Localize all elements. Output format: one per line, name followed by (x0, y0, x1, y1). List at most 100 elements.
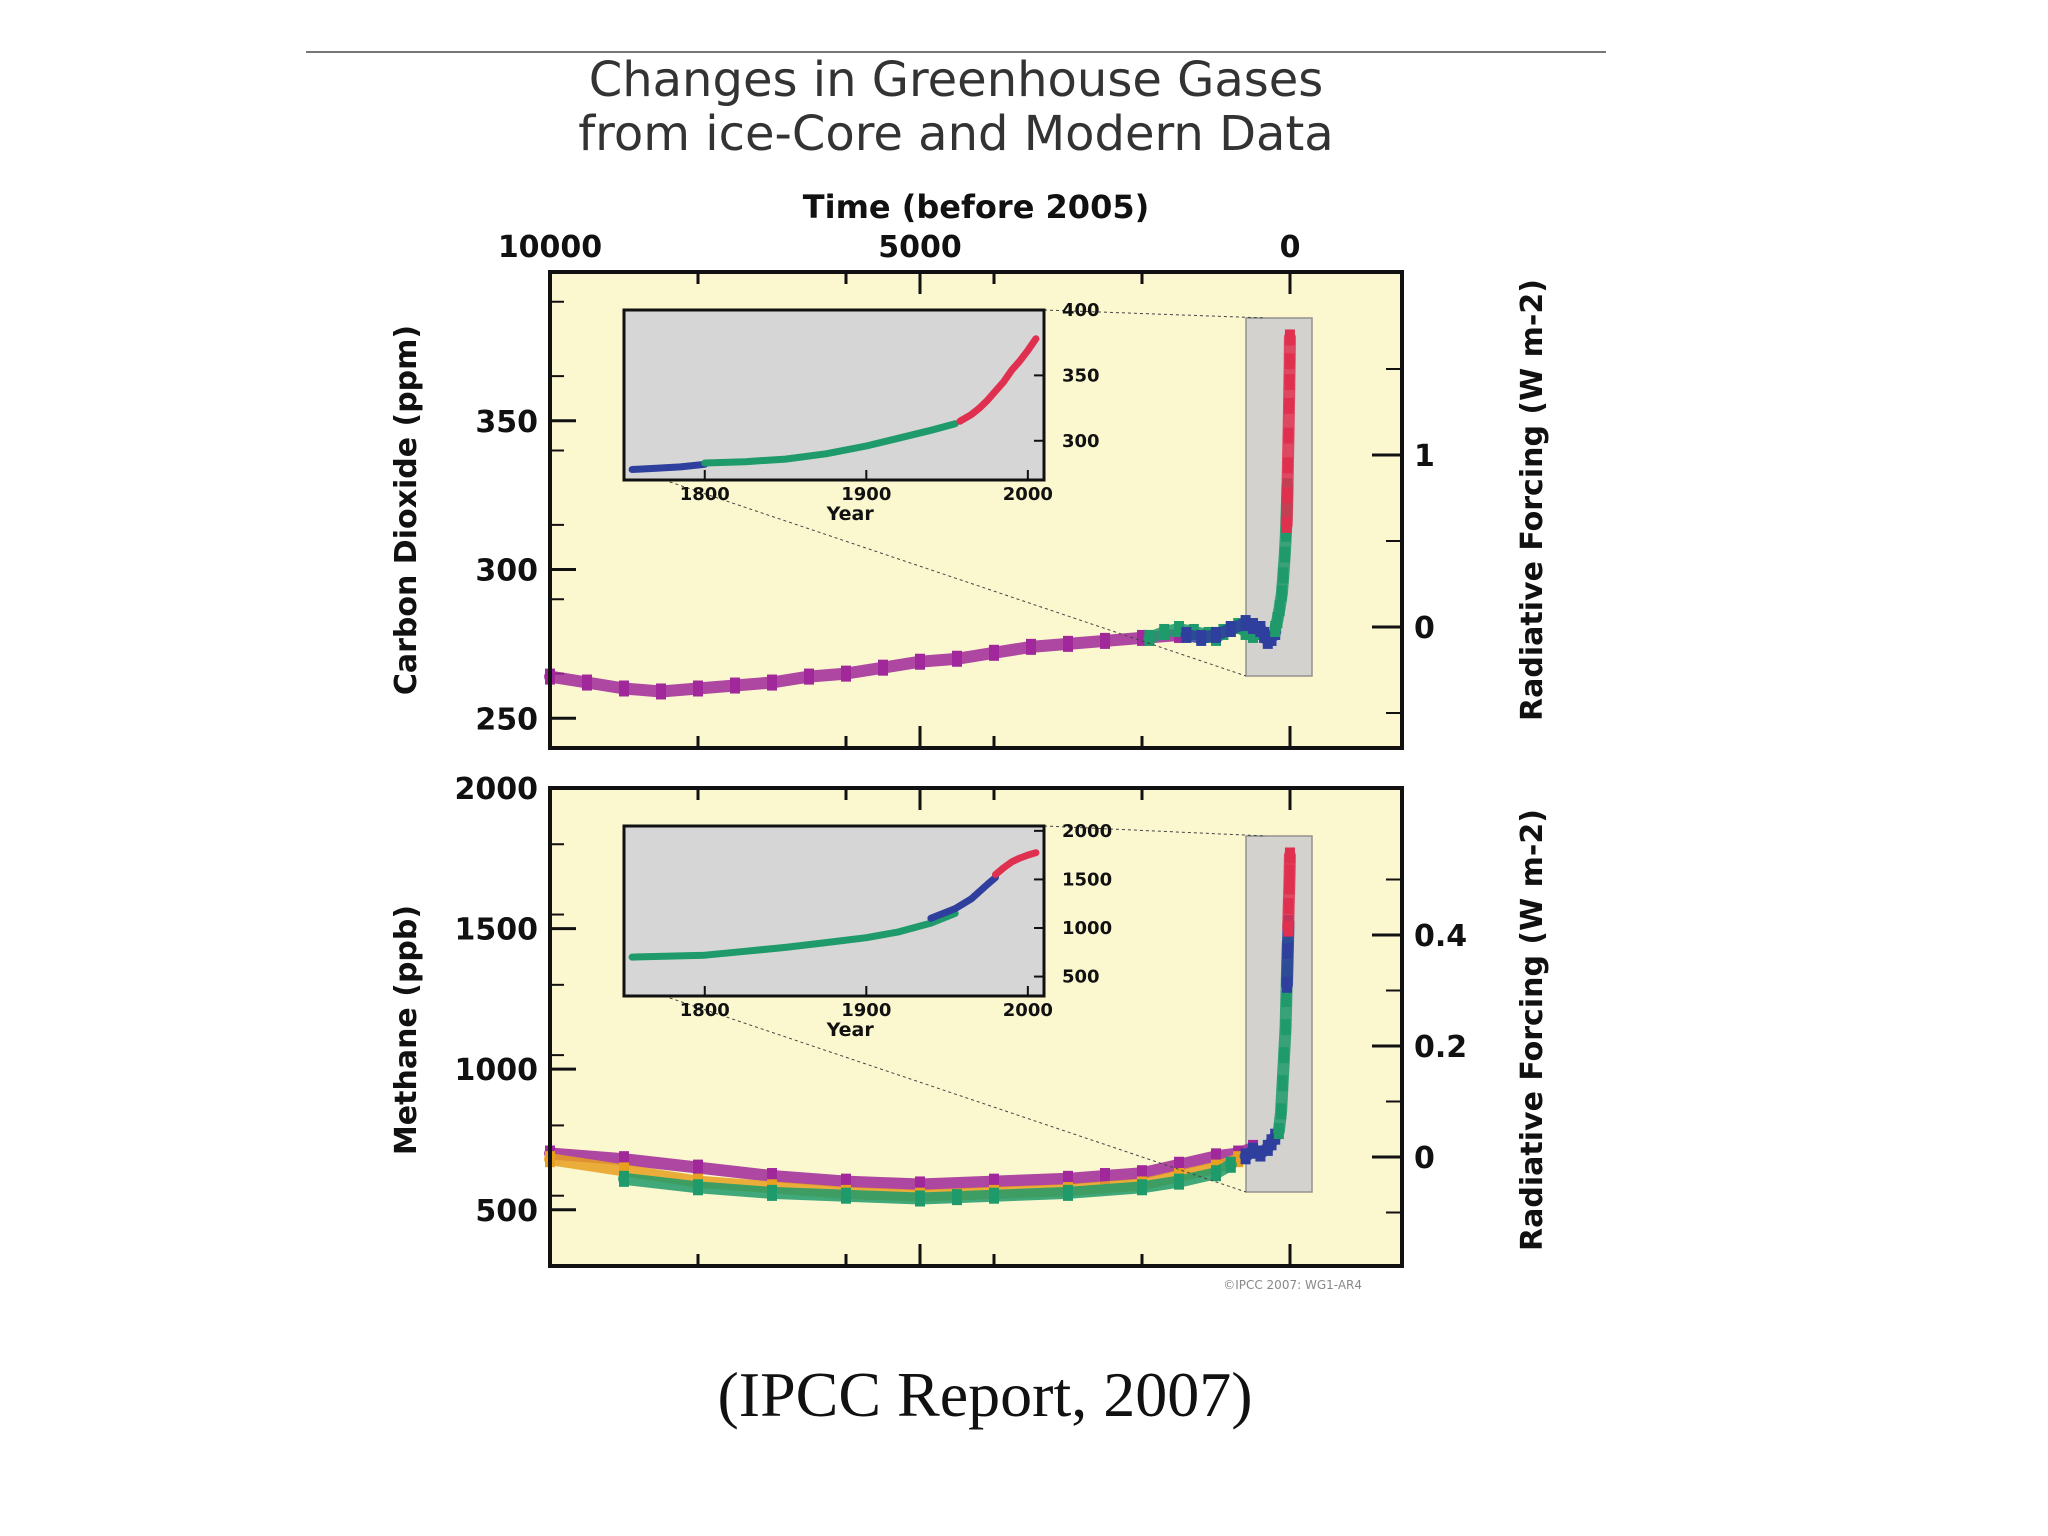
carbon-dioxide-top-tick-label: 10000 (498, 230, 602, 265)
methane-inset-y-tick-label: 2000 (1062, 821, 1112, 842)
carbon-dioxide-data-point (1284, 353, 1295, 370)
methane-y-tick-label: 1000 (455, 1053, 539, 1088)
carbon-dioxide-y-tick-label: 250 (475, 702, 538, 737)
carbon-dioxide-data-point (730, 677, 740, 694)
carbon-dioxide-data-point (1284, 374, 1295, 391)
carbon-dioxide-data-point (1240, 615, 1251, 632)
methane-inset-plot (622, 824, 1046, 998)
methane-y-tick-label: 1500 (455, 913, 539, 948)
carbon-dioxide-data-point (841, 665, 851, 682)
methane-inset-series-line (927, 874, 999, 922)
carbon-dioxide-data-point (989, 644, 999, 661)
carbon-dioxide-data-point (1248, 618, 1258, 635)
methane-data-point (693, 1159, 703, 1176)
methane-data-point (1137, 1179, 1147, 1196)
carbon-dioxide-data-point (767, 674, 777, 691)
methane-data-point (1284, 878, 1295, 895)
methane-data-point (1100, 1168, 1110, 1185)
carbon-dioxide-data-point (656, 683, 666, 700)
methane-data-point (1211, 1165, 1221, 1182)
carbon-dioxide-data-point (1063, 635, 1073, 652)
methane-data-point (1063, 1184, 1073, 1201)
carbon-dioxide-inset-series-line (956, 335, 1040, 425)
carbon-dioxide-inset-xlabel: Year (826, 503, 875, 525)
carbon-dioxide-data-point (1248, 626, 1258, 643)
methane-data-point (1225, 1156, 1236, 1173)
carbon-dioxide-data-point (1282, 487, 1293, 504)
methane-inset-xlabel: Year (826, 1019, 875, 1041)
methane-data-point (619, 1170, 629, 1187)
carbon-dioxide-data-point (1196, 629, 1207, 646)
methane-data-point (1282, 943, 1293, 960)
carbon-dioxide-inset-x-tick-label: 2000 (1003, 484, 1053, 505)
carbon-dioxide-data-point (1270, 621, 1281, 637)
carbon-dioxide-data-point (1274, 600, 1285, 617)
methane-data-point (1281, 990, 1292, 1007)
methane-data-point (841, 1187, 851, 1204)
carbon-dioxide-data-point (952, 650, 962, 667)
carbon-dioxide-top-tick-label: 0 (1280, 230, 1301, 265)
methane-data-point (693, 1179, 703, 1196)
methane-y-tick-label: 500 (475, 1194, 538, 1229)
carbon-dioxide-inset-series-line (628, 460, 709, 473)
methane-inset-connector (1043, 825, 1267, 837)
carbon-dioxide-inset-connector (663, 479, 1247, 677)
methane-data-point (1277, 1075, 1288, 1092)
methane-data-point (1211, 1148, 1221, 1165)
carbon-dioxide-data-point (1159, 623, 1170, 640)
methane-data-point (1273, 1123, 1284, 1140)
carbon-dioxide-inset-connector (1043, 309, 1267, 319)
methane-data-point (1282, 976, 1293, 993)
methane-data-point (1233, 1151, 1244, 1168)
methane-inset-y-tick-label: 1000 (1062, 918, 1112, 939)
methane-right-axis-label: Radiative Forcing (W m-2) (1515, 809, 1550, 1251)
methane-data-point (767, 1184, 777, 1201)
carbon-dioxide-data-point (878, 659, 888, 676)
methane-data-point (767, 1168, 777, 1185)
methane-data-point (1280, 1019, 1291, 1035)
methane-data-point (1279, 1047, 1290, 1064)
carbon-dioxide-data-point (1284, 329, 1295, 346)
carbon-dioxide-right-tick-label: 1 (1414, 439, 1435, 474)
carbon-dioxide-inset-series-line (701, 420, 959, 467)
carbon-dioxide-data-point (1272, 612, 1283, 629)
carbon-dioxide-inset-y-tick-label: 350 (1062, 365, 1100, 386)
carbon-dioxide-data-point (693, 680, 703, 697)
carbon-dioxide-y-axis-label: Carbon Dioxide (ppm) (389, 325, 424, 695)
carbon-dioxide-inset-x-tick-label: 1900 (841, 484, 891, 505)
carbon-dioxide-y-tick-label: 350 (475, 405, 538, 440)
methane-right-tick-label: 0 (1414, 1141, 1435, 1176)
methane-plot-frame (548, 786, 1404, 1268)
methane-inset-x-tick-label: 1900 (841, 1000, 891, 1021)
carbon-dioxide-inset-x-tick-label: 1800 (680, 484, 730, 505)
methane-data-point (1240, 1148, 1251, 1165)
methane-data-point (1284, 847, 1295, 864)
carbon-dioxide-data-point (1280, 525, 1291, 542)
methane-series-line (544, 1141, 1259, 1191)
carbon-dioxide-data-point (1278, 567, 1289, 584)
methane-series-line (618, 1158, 1237, 1205)
methane-inset-x-tick-label: 1800 (680, 1000, 730, 1021)
methane-data-point (989, 1187, 999, 1204)
chart-panels: 250 300 350 1 0 1800 1900 2000 Year 400 350 300 Carb… (389, 188, 1550, 1268)
methane-inset-x-tick-label: 2000 (1003, 1000, 1053, 1021)
carbon-dioxide-data-point (1282, 457, 1293, 474)
carbon-dioxide-data-point (582, 674, 592, 691)
methane-right-tick-label: 0.4 (1414, 919, 1467, 954)
methane-right-tick-label: 0.2 (1414, 1030, 1467, 1065)
carbon-dioxide-data-point (1137, 629, 1147, 646)
methane-data-point (1174, 1156, 1184, 1173)
methane-inset-y-tick-label: 1500 (1062, 869, 1112, 890)
carbon-dioxide-data-point (1144, 629, 1155, 646)
chart-title-line-1: Changes in Greenhouse Gases (589, 52, 1324, 108)
methane-data-point (1284, 864, 1295, 881)
carbon-dioxide-y-tick-label: 300 (475, 554, 538, 589)
carbon-dioxide-data-point (1225, 621, 1236, 637)
carbon-dioxide-top-axis-label: Time (before 2005) (803, 188, 1149, 226)
methane-data-point (1283, 898, 1294, 915)
carbon-dioxide-data-point (1279, 546, 1290, 563)
carbon-dioxide-top-tick-label: 5000 (878, 230, 962, 265)
methane-y-axis-label: Methane (ppb) (389, 905, 424, 1155)
methane-data-point (915, 1190, 925, 1207)
